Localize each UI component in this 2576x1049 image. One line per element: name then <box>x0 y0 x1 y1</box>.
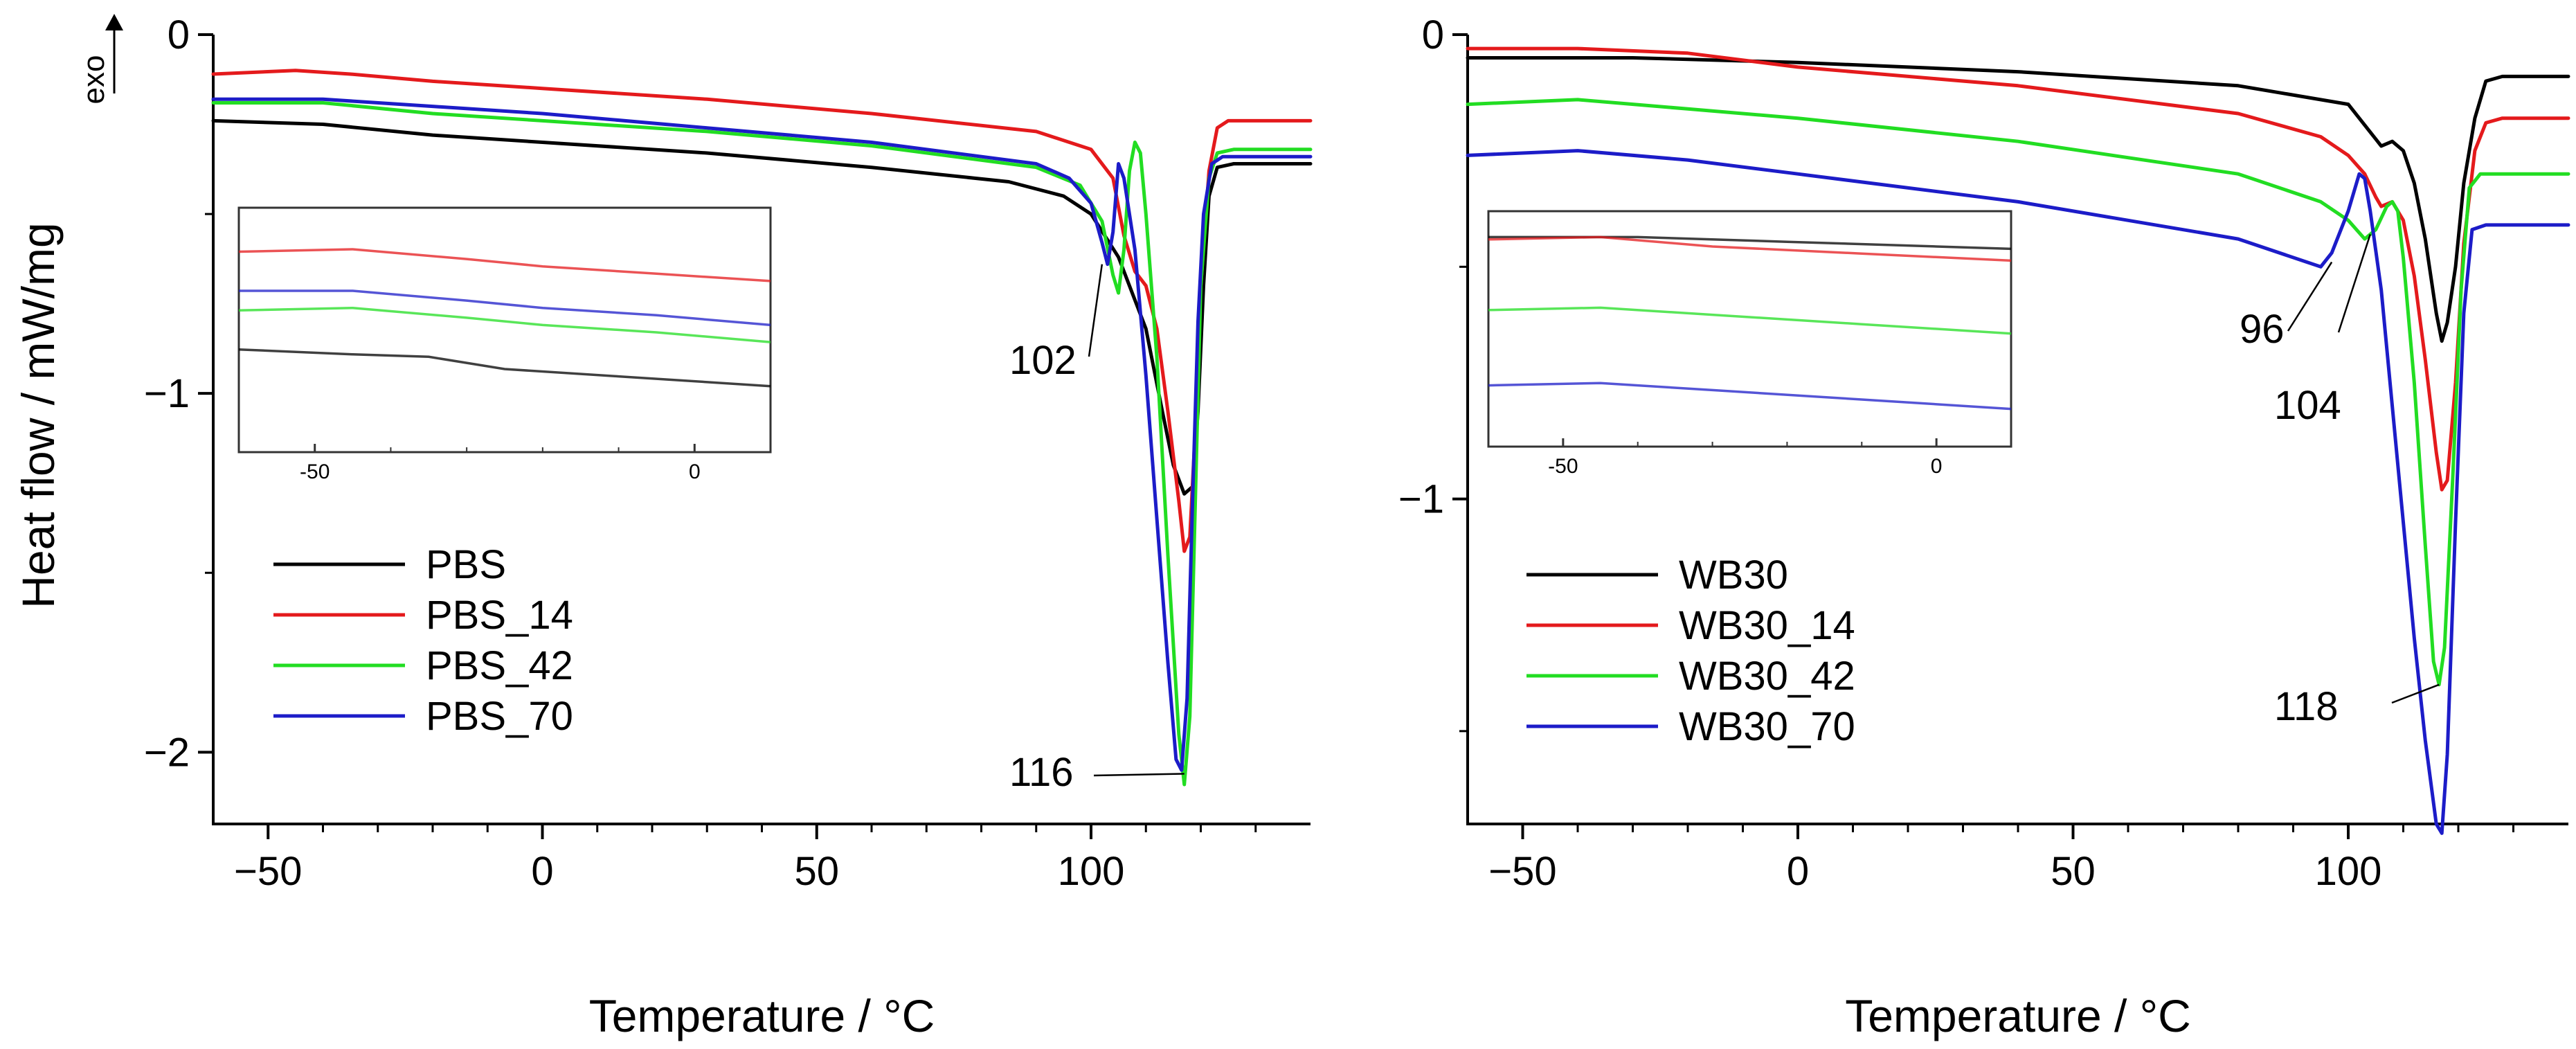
legend-label: WB30_14 <box>1679 603 1855 648</box>
exo-indicator: exo <box>77 14 123 104</box>
inset-line-wb30-70 <box>1488 382 2012 411</box>
x-tick-label: 100 <box>2315 849 2382 894</box>
legend-label: PBS_14 <box>426 593 573 638</box>
annotation-leader <box>1088 264 1104 357</box>
legend-label: WB30_42 <box>1679 654 1855 699</box>
y-tick-label: −2 <box>144 730 190 775</box>
legend-label: PBS_42 <box>426 643 573 688</box>
panel-left: −50 0 50 100 0 −1 −2 Temperature / °C 102 116 PBS P… <box>144 12 1313 1041</box>
annotation-label: 102 <box>1009 338 1077 383</box>
x-tick-label: −50 <box>234 849 302 894</box>
x-tick-label: −50 <box>1488 849 1556 894</box>
inset-frame <box>1487 210 2012 448</box>
annotation-leader <box>2287 261 2333 332</box>
inset-frame <box>237 206 772 454</box>
exo-label: exo <box>77 55 111 105</box>
inset-line-wb30-14 <box>1488 235 2012 262</box>
legend-label: WB30_70 <box>1679 704 1855 749</box>
x-axis-title: Temperature / °C <box>1845 990 2191 1041</box>
annotation-leader <box>1093 773 1185 777</box>
inset-x-tick-label: 0 <box>689 460 701 483</box>
x-axis-title: Temperature / °C <box>589 990 935 1041</box>
x-tick-label: 0 <box>1787 849 1809 894</box>
x-tick-label: 100 <box>1058 849 1125 894</box>
legend-label: PBS_70 <box>426 694 573 739</box>
inset-x-tick-label: -50 <box>300 460 330 483</box>
annotation-leader <box>2391 683 2440 704</box>
x-tick-label: 50 <box>2051 849 2096 894</box>
inset-x-tick-label: -50 <box>1548 455 1578 478</box>
series-line-pbs-42 <box>211 101 1313 787</box>
series-line-wb30-42 <box>1466 98 2570 687</box>
axis-spines <box>212 35 1310 825</box>
legend-label: WB30 <box>1679 553 1788 598</box>
x-tick-label: 50 <box>794 849 839 894</box>
y-axis-title: Heat flow / mW/mg <box>12 222 64 608</box>
inset-line-pbs-14 <box>238 248 771 283</box>
y-tick-label: −1 <box>1398 477 1444 522</box>
annotation-label: 96 <box>2240 307 2285 352</box>
x-tick-label: 0 <box>531 849 553 894</box>
y-tick-label: −1 <box>144 371 190 416</box>
inset-line-pbs-70 <box>239 289 771 327</box>
annotation-label: 116 <box>1009 750 1073 795</box>
legend-label: PBS <box>426 542 506 587</box>
annotation-leader <box>2337 233 2371 333</box>
y-tick-label: 0 <box>1422 12 1444 57</box>
series-line-pbs <box>211 118 1313 496</box>
panel-right: −50 0 50 100 0 −1 Temperature / °C 96 104 118 WB30… <box>1398 12 2570 1041</box>
series-line-wb30-70 <box>1466 149 2570 835</box>
inset-line-pbs-42 <box>238 306 771 343</box>
annotation-label: 104 <box>2274 383 2341 428</box>
inset-line-wb30-42 <box>1488 306 2012 335</box>
series-line-pbs-70 <box>211 97 1313 772</box>
series-line-wb30 <box>1466 56 2570 343</box>
inset-x-tick-label: 0 <box>1931 455 1943 478</box>
annotation-label: 118 <box>2274 684 2338 729</box>
axis-spines <box>1466 35 2568 825</box>
inset-line-pbs <box>238 348 771 388</box>
exo-arrow-head-icon <box>105 14 123 30</box>
y-tick-label: 0 <box>168 12 190 57</box>
